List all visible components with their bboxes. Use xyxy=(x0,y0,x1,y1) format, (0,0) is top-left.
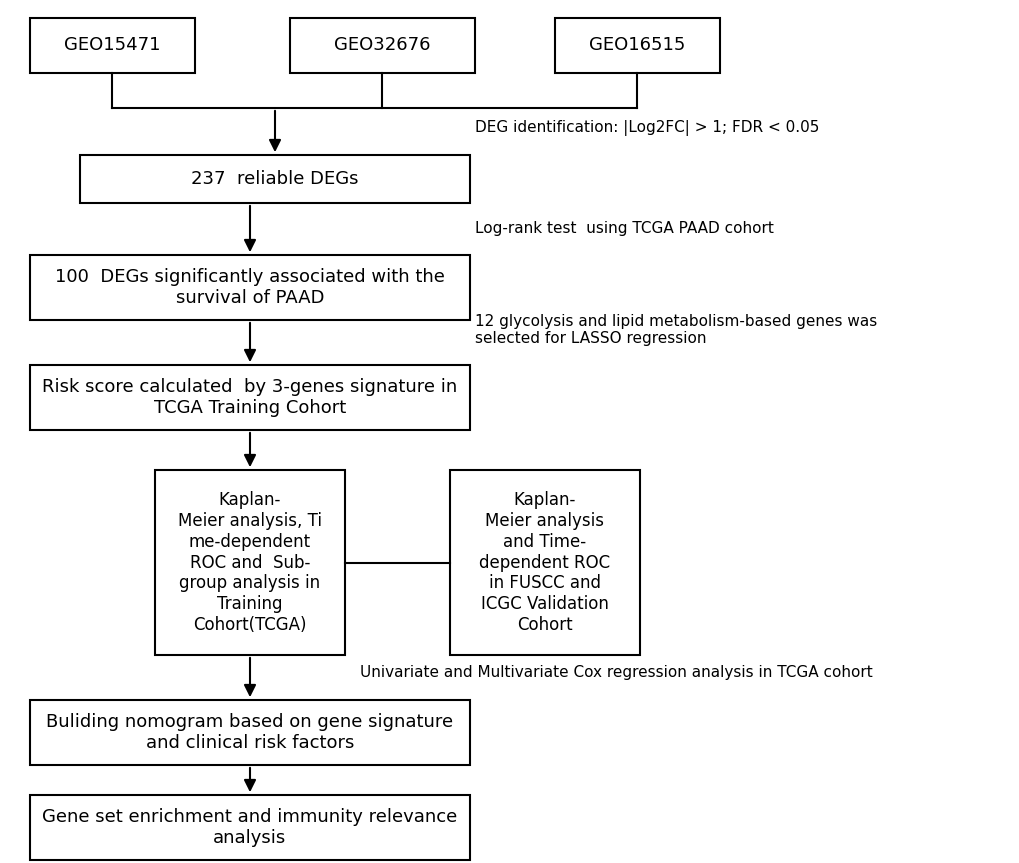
Bar xyxy=(30,255,470,320)
Text: 100  DEGs significantly associated with the
survival of PAAD: 100 DEGs significantly associated with t… xyxy=(55,268,444,307)
Text: Kaplan-
Meier analysis, Ti
me-dependent
ROC and  Sub-
group analysis in
Training: Kaplan- Meier analysis, Ti me-dependent … xyxy=(178,491,322,634)
Bar xyxy=(79,155,470,203)
Bar xyxy=(449,470,639,655)
Text: GEO16515: GEO16515 xyxy=(589,36,685,54)
Bar xyxy=(155,470,344,655)
Text: 237  reliable DEGs: 237 reliable DEGs xyxy=(191,170,359,188)
Bar xyxy=(30,18,195,73)
Bar xyxy=(30,365,470,430)
Text: Kaplan-
Meier analysis
and Time-
dependent ROC
in FUSCC and
ICGC Validation
Coho: Kaplan- Meier analysis and Time- depende… xyxy=(479,491,610,634)
Text: Risk score calculated  by 3-genes signature in
TCGA Training Cohort: Risk score calculated by 3-genes signatu… xyxy=(43,378,458,417)
Text: 12 glycolysis and lipid metabolism-based genes was
selected for LASSO regression: 12 glycolysis and lipid metabolism-based… xyxy=(475,314,876,346)
Text: DEG identification: |Log2FC| > 1; FDR < 0.05: DEG identification: |Log2FC| > 1; FDR < … xyxy=(475,120,818,136)
Bar xyxy=(30,795,470,860)
Text: Univariate and Multivariate Cox regression analysis in TCGA cohort: Univariate and Multivariate Cox regressi… xyxy=(360,665,872,679)
Text: Log-rank test  using TCGA PAAD cohort: Log-rank test using TCGA PAAD cohort xyxy=(475,221,773,236)
Text: GEO15471: GEO15471 xyxy=(64,36,161,54)
Text: Buliding nomogram based on gene signature
and clinical risk factors: Buliding nomogram based on gene signatur… xyxy=(47,713,453,752)
Text: Gene set enrichment and immunity relevance
analysis: Gene set enrichment and immunity relevan… xyxy=(43,808,458,847)
Bar xyxy=(289,18,475,73)
Text: GEO32676: GEO32676 xyxy=(334,36,430,54)
Bar xyxy=(554,18,719,73)
Bar xyxy=(30,700,470,765)
